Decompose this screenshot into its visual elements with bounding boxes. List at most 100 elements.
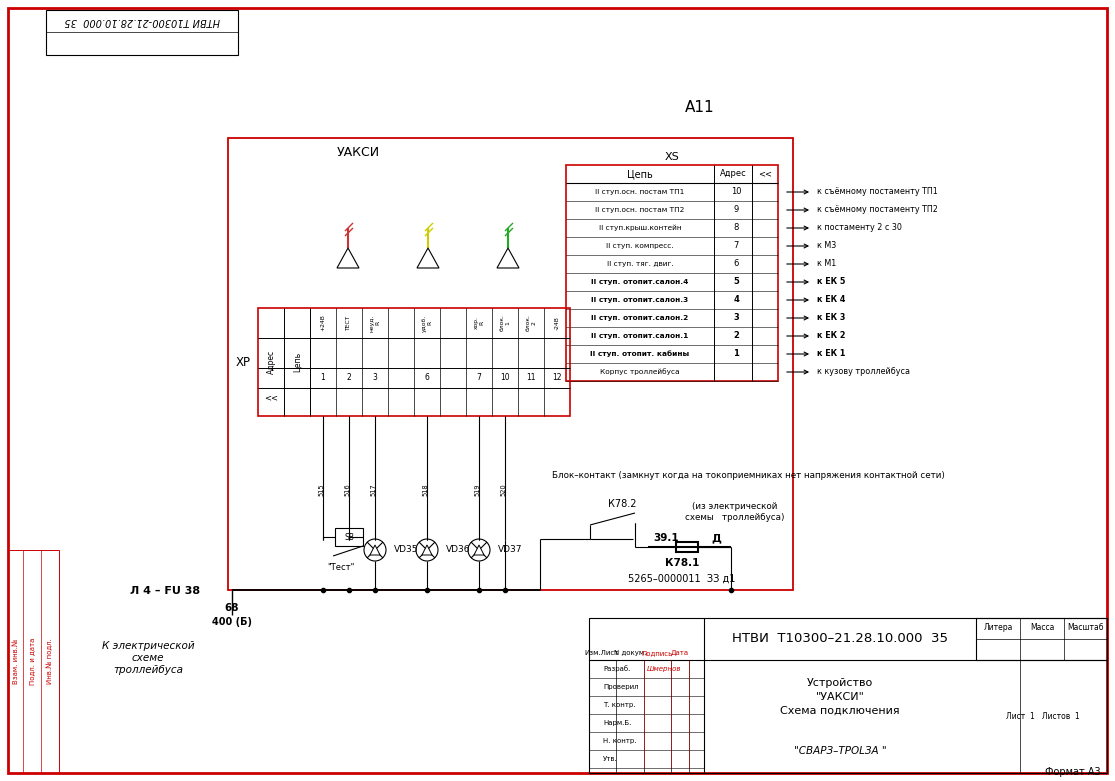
Text: Масса: Масса: [1030, 623, 1054, 633]
Text: VD35: VD35: [394, 545, 418, 555]
Text: Д: Д: [711, 533, 721, 543]
Text: N докум.: N докум.: [614, 650, 647, 656]
Bar: [976, 618, 1107, 660]
Text: к ЕК 5: к ЕК 5: [817, 277, 845, 287]
Text: Корпус троллейбуса: Корпус троллейбуса: [600, 369, 680, 376]
Text: 520: 520: [500, 483, 506, 497]
Text: Подл. и дата: Подл. и дата: [29, 638, 35, 685]
Text: VD37: VD37: [498, 545, 523, 555]
Text: II ступ. отопит.салон.3: II ступ. отопит.салон.3: [591, 297, 689, 303]
Text: блок.
2: блок. 2: [525, 315, 536, 331]
Text: II ступ.крыш.контейн: II ступ.крыш.контейн: [599, 225, 681, 231]
Text: НТВИ Т10300-21.28.10.000  35: НТВИ Т10300-21.28.10.000 35: [65, 16, 220, 26]
Text: А11: А11: [686, 99, 715, 115]
Bar: [676, 542, 698, 552]
Text: НТВИ  Т10300–21.28.10.000  35: НТВИ Т10300–21.28.10.000 35: [733, 633, 948, 646]
Text: <<: <<: [758, 169, 772, 179]
Text: II ступ. отопит. кабины: II ступ. отопит. кабины: [590, 351, 689, 358]
Text: 9: 9: [734, 205, 738, 215]
Text: 5265–0000011  ЗЗ д1: 5265–0000011 ЗЗ д1: [629, 574, 736, 584]
Text: удоб.
R: удоб. R: [421, 315, 433, 332]
Text: 68: 68: [225, 603, 240, 613]
Text: Взам. инв.№: Взам. инв.№: [12, 639, 19, 684]
Polygon shape: [421, 545, 432, 555]
Text: ТЕСТ: ТЕСТ: [347, 316, 351, 330]
Text: Адрес: Адрес: [719, 169, 746, 179]
Text: к М1: к М1: [817, 259, 836, 269]
Text: Л 4 – FU 38: Л 4 – FU 38: [130, 586, 200, 596]
Text: II ступ. отопит.салон.1: II ступ. отопит.салон.1: [591, 333, 689, 339]
Text: 400 (Б): 400 (Б): [212, 617, 252, 627]
Text: 11: 11: [526, 373, 535, 383]
Text: 3: 3: [372, 373, 378, 383]
Text: 7: 7: [476, 373, 482, 383]
Text: К электрической
схеме
троллейбуса: К электрической схеме троллейбуса: [101, 641, 194, 675]
Text: 10: 10: [501, 373, 510, 383]
Bar: [227, 138, 793, 590]
Text: к ЕК 3: к ЕК 3: [817, 313, 845, 323]
Text: к ЕК 4: к ЕК 4: [817, 295, 845, 305]
Text: <<: <<: [264, 394, 278, 402]
Text: Лист  1   Листов  1: Лист 1 Листов 1: [1006, 712, 1079, 721]
Text: к ЕК 1: к ЕК 1: [817, 350, 845, 358]
Text: II ступ.осн. постам ТП2: II ступ.осн. постам ТП2: [595, 207, 685, 213]
Text: к съёмному постаменту ТП1: к съёмному постаменту ТП1: [817, 187, 938, 197]
Bar: [589, 618, 1107, 773]
Text: 6: 6: [425, 373, 429, 383]
Bar: [258, 308, 570, 416]
Text: SB: SB: [345, 533, 353, 541]
Text: 516: 516: [345, 483, 350, 496]
Text: Утв.: Утв.: [603, 756, 618, 762]
Text: II ступ. отопит.салон.2: II ступ. отопит.салон.2: [591, 315, 689, 321]
Text: 8: 8: [734, 223, 738, 233]
Text: 515: 515: [318, 483, 324, 496]
Text: 39.1: 39.1: [653, 533, 679, 543]
Text: к кузову троллейбуса: к кузову троллейбуса: [817, 368, 910, 376]
Text: 4: 4: [733, 295, 739, 305]
Text: 1: 1: [733, 350, 739, 358]
Text: Блок–контакт (замкнут когда на токоприемниках нет напряжения контактной сети): Блок–контакт (замкнут когда на токоприем…: [552, 472, 944, 480]
Bar: [566, 165, 778, 381]
Text: -24В: -24В: [554, 316, 560, 330]
Text: к М3: к М3: [817, 241, 836, 251]
Text: 519: 519: [474, 483, 479, 496]
Text: Формат А3: Формат А3: [1045, 767, 1101, 777]
Text: Т. контр.: Т. контр.: [603, 702, 636, 708]
Text: неуд.
R: неуд. R: [369, 315, 380, 332]
Text: 7: 7: [734, 241, 738, 251]
Text: II ступ. отопит.салон.4: II ступ. отопит.салон.4: [591, 279, 689, 285]
Text: VD36: VD36: [446, 545, 471, 555]
Text: Инв.№ подл.: Инв.№ подл.: [47, 639, 54, 684]
Text: Изм.Лист: Изм.Лист: [584, 650, 619, 656]
Text: 6: 6: [734, 259, 738, 269]
Polygon shape: [370, 545, 380, 555]
Text: "УАКСИ": "УАКСИ": [815, 692, 864, 702]
Text: ХР: ХР: [235, 355, 251, 369]
Text: Проверил: Проверил: [603, 684, 639, 690]
Bar: [334, 528, 363, 546]
Text: +24В: +24В: [320, 315, 326, 331]
Bar: [46, 10, 237, 55]
Text: II ступ. тяг. двиг.: II ступ. тяг. двиг.: [607, 261, 673, 267]
Text: 1: 1: [321, 373, 326, 383]
Text: (из электрической
схемы   троллейбуса): (из электрической схемы троллейбуса): [686, 502, 785, 522]
Text: Н. контр.: Н. контр.: [603, 738, 637, 744]
Text: Устройство: Устройство: [807, 678, 873, 688]
Text: 5: 5: [733, 277, 739, 287]
Text: 3: 3: [734, 313, 739, 323]
Text: 518: 518: [421, 483, 428, 496]
Text: хор.
R: хор. R: [474, 316, 484, 330]
Text: Литера: Литера: [983, 623, 1012, 633]
Text: 517: 517: [370, 483, 376, 496]
Text: 2: 2: [347, 373, 351, 383]
Text: Цепь: Цепь: [292, 352, 301, 372]
Text: XS: XS: [665, 152, 679, 162]
Text: блок.
1: блок. 1: [500, 315, 511, 331]
Text: "СВАРЗ–ТРОLЗА ": "СВАРЗ–ТРОLЗА ": [794, 746, 886, 756]
Text: II ступ. компресс.: II ступ. компресс.: [607, 243, 673, 249]
Text: 12: 12: [552, 373, 562, 383]
Text: Схема подключения: Схема подключения: [780, 706, 900, 716]
Text: Разраб.: Разраб.: [603, 665, 630, 672]
Text: к постаменту 2 с 30: к постаменту 2 с 30: [817, 223, 902, 233]
Text: Цепь: Цепь: [627, 169, 653, 179]
